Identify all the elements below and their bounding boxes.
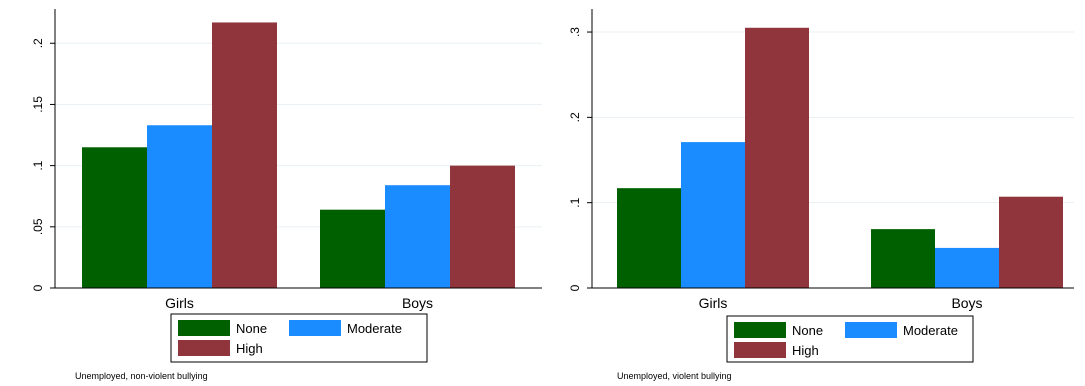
category-label: Girls xyxy=(165,295,194,311)
y-tick-label: .3 xyxy=(568,27,582,37)
legend-swatch-high xyxy=(734,342,786,358)
bar-chart-violent: Girls Boys 0 .1 .2 .3 None Moderate High Unemploy… xyxy=(568,9,1074,381)
legend-label-none: None xyxy=(792,323,823,338)
legend-swatch-moderate xyxy=(845,322,897,338)
bar-boys-high xyxy=(999,196,1063,288)
y-tick-label: .15 xyxy=(31,96,45,113)
legend-label-high: High xyxy=(792,343,819,358)
y-tick-label: .2 xyxy=(31,38,45,48)
chart-note: Unemployed, violent bullying xyxy=(617,371,732,381)
bar-girls-none xyxy=(617,188,681,288)
category-label: Boys xyxy=(402,295,433,311)
y-tick-label: 0 xyxy=(568,284,582,291)
y-tick-label: .1 xyxy=(31,160,45,170)
bar-boys-moderate xyxy=(935,247,999,288)
legend-swatch-none xyxy=(734,322,786,338)
legend-swatch-none xyxy=(178,320,230,336)
legend-label-moderate: Moderate xyxy=(347,321,402,336)
legend-label-none: None xyxy=(236,321,267,336)
y-tick-label: 0 xyxy=(31,284,45,291)
chart-panel-violent: Girls Boys 0 .1 .2 .3 None Moderate High Unemploy… xyxy=(542,0,1084,386)
bar-boys-moderate xyxy=(385,185,450,288)
bar-girls-moderate xyxy=(681,142,745,288)
chart-note: Unemployed, non-violent bullying xyxy=(75,371,208,381)
y-tick-label: .2 xyxy=(568,112,582,122)
y-tick-label: .1 xyxy=(568,197,582,207)
legend-label-high: High xyxy=(236,341,263,356)
chart-panel-nonviolent: Girls Boys 0 .05 .1 .15 .2 None Moderate High Unem… xyxy=(0,0,542,386)
bar-girls-moderate xyxy=(147,125,212,288)
bar-chart-nonviolent: Girls Boys 0 .05 .1 .15 .2 None Moderate High Unem… xyxy=(31,9,542,381)
legend-swatch-high xyxy=(178,340,230,356)
y-tick-label: .05 xyxy=(31,218,45,235)
bar-girls-high xyxy=(745,27,809,289)
bar-girls-high xyxy=(212,22,277,289)
bar-girls-none xyxy=(82,147,147,288)
bar-boys-none xyxy=(320,209,385,288)
category-label: Girls xyxy=(699,295,728,311)
legend-label-moderate: Moderate xyxy=(903,323,958,338)
category-label: Boys xyxy=(951,295,982,311)
legend-swatch-moderate xyxy=(289,320,341,336)
bar-boys-high xyxy=(450,165,515,288)
bar-boys-none xyxy=(871,229,935,288)
